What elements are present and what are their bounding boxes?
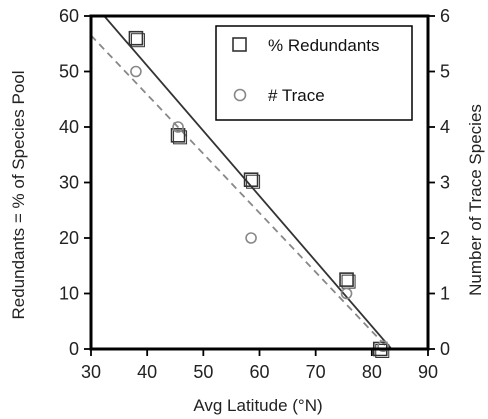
x-tick-label: 90: [418, 362, 438, 382]
x-tick-label: 30: [81, 362, 101, 382]
y-tick-label: 40: [59, 117, 79, 137]
legend-label-redundants: % Redundants: [268, 36, 380, 55]
legend-box: [215, 25, 413, 121]
legend: % Redundants # Trace: [215, 25, 413, 121]
legend-square-marker: [232, 37, 247, 52]
y2-tick-label: 4: [440, 117, 450, 137]
y-tick-label: 30: [59, 173, 79, 193]
fit-line-trace: [91, 34, 390, 349]
y-tick-label: 20: [59, 228, 79, 248]
legend-circle-marker: [233, 88, 247, 102]
data-point-redundants-shadow: [246, 174, 261, 189]
plot-area: [91, 16, 393, 358]
x-tick-label: 50: [193, 362, 213, 382]
x-tick-label: 80: [362, 362, 382, 382]
y-axis-label: Redundants = % of Species Pool: [9, 70, 28, 319]
y2-tick-label: 5: [440, 62, 450, 82]
data-point-redundants: [243, 172, 259, 188]
y2-tick-label: 1: [440, 284, 450, 304]
data-point-redundants: [170, 128, 186, 143]
y2-tick-label: 0: [440, 339, 450, 359]
y2-tick-label: 3: [440, 173, 450, 193]
x-tick-label: 40: [137, 362, 157, 382]
y-tick-label: 50: [59, 62, 79, 82]
data-point-redundants-shadow: [130, 33, 145, 48]
y-tick-label: 10: [59, 284, 79, 304]
y-tick-label: 60: [59, 6, 79, 26]
data-point-redundants-shadow: [375, 344, 390, 358]
y2-axis-label: Number of Trace Species: [466, 104, 485, 296]
data-point-redundants: [128, 30, 144, 46]
y2-tick-label: 2: [440, 228, 450, 248]
fit-line-redundants: [103, 16, 393, 349]
data-point-trace: [172, 121, 184, 133]
data-point-trace: [377, 340, 389, 353]
x-axis-label: Avg Latitude (°N): [193, 396, 322, 415]
y2-tick-label: 6: [440, 6, 450, 26]
data-point-trace: [130, 65, 142, 78]
x-tick-label: 60: [249, 362, 269, 382]
legend-label-trace: # Trace: [268, 86, 325, 105]
data-point-trace: [245, 232, 257, 244]
data-point-trace: [340, 287, 353, 300]
x-tick-label: 70: [306, 362, 326, 382]
y-tick-label: 0: [69, 339, 79, 359]
data-point-redundants: [339, 272, 354, 287]
